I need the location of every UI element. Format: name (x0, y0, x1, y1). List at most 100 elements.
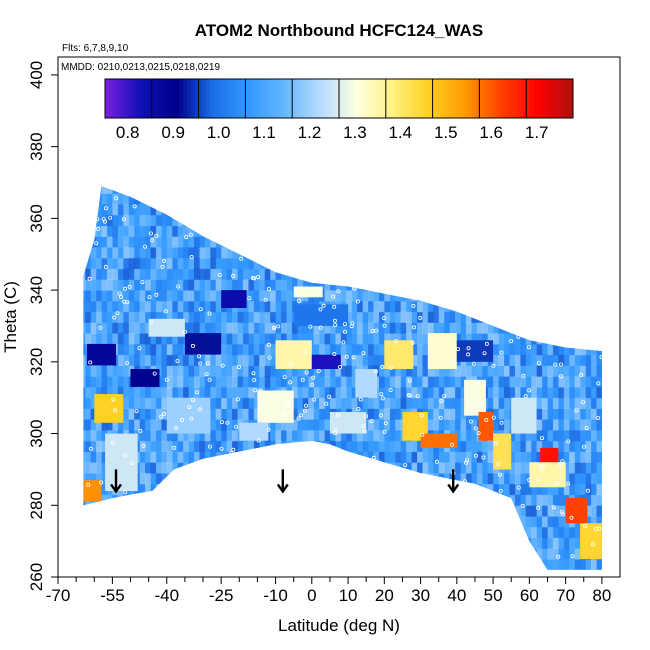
curtain-cell (574, 186, 581, 194)
curtain-cell (281, 300, 287, 313)
curtain-cell (542, 440, 548, 452)
curtain-cell (177, 473, 184, 485)
curtain-cell (411, 462, 418, 474)
curtain-cell (134, 343, 140, 356)
observation-point (574, 408, 579, 413)
curtain-cell (83, 408, 86, 420)
curtain-cell (509, 343, 516, 356)
curtain-cell (128, 186, 135, 194)
curtain-cell (455, 279, 461, 291)
curtain-cell (585, 376, 592, 388)
curtain-feature (239, 422, 269, 441)
curtain-cell (389, 333, 396, 345)
observation-point (499, 420, 504, 425)
curtain-cell (384, 483, 391, 496)
observation-point (266, 342, 271, 347)
curtain-cell (145, 462, 151, 474)
curtain-cell (199, 483, 206, 496)
observation-point (258, 388, 263, 393)
curtain-cell (487, 526, 494, 539)
observation-point (419, 413, 424, 418)
observation-point (393, 339, 398, 344)
curtain-cell (297, 494, 304, 506)
curtain-cell (400, 494, 407, 506)
colorbar-cell (237, 79, 242, 118)
curtain-feature (478, 412, 494, 441)
curtain-cell (471, 186, 478, 194)
curtain-cell (150, 343, 157, 356)
curtain-cell (542, 333, 548, 345)
curtain-cell (248, 257, 255, 270)
curtain-cell (455, 333, 461, 345)
curtain-cell (455, 419, 461, 431)
curtain-cell (85, 376, 92, 388)
curtain-cell (509, 505, 516, 517)
curtain-cell (155, 440, 162, 452)
curtain-cell (444, 408, 450, 420)
curtain-cell (308, 376, 315, 388)
curtain-cell (596, 354, 602, 366)
curtain-cell (204, 376, 211, 388)
curtain-cell (400, 397, 407, 409)
curtain-cell (329, 386, 336, 399)
curtain-cell (509, 526, 516, 539)
curtain-cell (215, 236, 222, 248)
curtain-cell (455, 204, 461, 216)
curtain-cell (242, 473, 249, 485)
observation-point (229, 450, 234, 455)
curtain-cell (514, 333, 521, 345)
curtain-cell (373, 236, 380, 248)
curtain-cell (155, 247, 162, 259)
curtain-cell (172, 257, 179, 270)
curtain-cell (291, 257, 298, 270)
curtain-cell (422, 537, 429, 549)
curtain-cell (465, 548, 472, 560)
curtain-cell (400, 376, 407, 388)
curtain-cell (509, 483, 516, 496)
curtain-cell (83, 268, 86, 280)
curtain-cell (346, 376, 353, 388)
curtain-cell (552, 268, 559, 280)
curtain-cell (514, 386, 521, 399)
curtain-cell (395, 505, 402, 517)
curtain-cell (444, 257, 450, 270)
curtain-cell (215, 430, 222, 442)
curtain-cell (346, 494, 353, 506)
curtain-cell (335, 193, 342, 205)
curtain-cell (319, 193, 325, 205)
curtain-cell (531, 440, 538, 452)
curtain-cell (509, 300, 516, 313)
curtain-cell (335, 333, 342, 345)
curtain-cell (215, 559, 222, 570)
curtain-cell (204, 548, 211, 560)
curtain-cell (406, 300, 412, 313)
curtain-cell (83, 257, 86, 270)
observation-point (407, 393, 412, 398)
curtain-cell (395, 204, 402, 216)
curtain-cell (177, 483, 184, 496)
curtain-cell (166, 247, 173, 259)
curtain-cell (406, 548, 412, 560)
curtain-cell (406, 494, 412, 506)
observation-point (497, 472, 502, 477)
curtain-cell (96, 300, 102, 313)
curtain-cell (183, 236, 189, 248)
curtain-cell (487, 473, 494, 485)
curtain-cell (580, 419, 586, 431)
curtain-cell (438, 257, 445, 270)
curtain-cell (487, 483, 494, 496)
curtain-cell (460, 193, 467, 205)
curtain-cell (210, 204, 217, 216)
curtain-cell (291, 505, 298, 517)
curtain-cell (346, 204, 353, 216)
observation-point (154, 233, 159, 238)
curtain-cell (155, 311, 162, 323)
curtain-cell (204, 462, 211, 474)
curtain-cell (123, 559, 130, 570)
curtain-cell (145, 290, 151, 302)
curtain-cell (335, 473, 342, 485)
curtain-cell (460, 257, 467, 270)
curtain-cell (85, 279, 92, 291)
curtain-cell (525, 225, 532, 237)
curtain-cell (520, 311, 527, 323)
